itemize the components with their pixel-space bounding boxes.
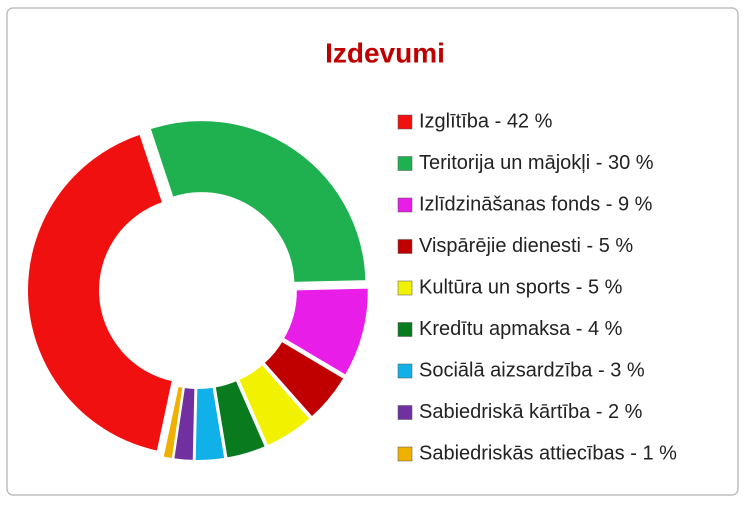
legend-label: Kredītu apmaksa - 4 % — [419, 318, 623, 340]
legend-swatch — [397, 363, 413, 379]
donut-slice — [262, 339, 346, 419]
legend-label: Teritorija un mājokļi - 30 % — [419, 152, 654, 174]
legend-swatch — [397, 280, 413, 296]
chart-title: Izdevumi — [325, 37, 445, 68]
legend-label: Sociālā aizsardzība - 3 % — [419, 359, 645, 381]
donut-slice — [26, 132, 175, 453]
legend-swatch — [397, 239, 413, 254]
legend-swatch — [397, 197, 413, 213]
legend-label: Vispārējie dienesti - 5 % — [419, 235, 633, 257]
legend-swatch — [397, 114, 413, 130]
legend-label: Izlīdzināšanas fonds - 9 % — [419, 193, 653, 215]
donut-slice — [213, 378, 268, 460]
donut-slice — [236, 362, 312, 448]
legend-swatch — [397, 156, 413, 171]
legend-label: Sabiedriskās attiecības - 1 % — [419, 442, 677, 464]
legend-label: Sabiedriskā kārtība - 2 % — [419, 401, 643, 423]
legend-swatch — [397, 446, 413, 462]
legend-swatch — [397, 322, 413, 337]
donut-slice — [281, 286, 370, 378]
legend-label: Kultūra un sports - 5 % — [419, 276, 623, 298]
donut-slice — [148, 119, 368, 284]
legend-swatch — [397, 405, 413, 420]
donut-slice — [161, 384, 185, 461]
legend-label: Izglītība - 42 % — [419, 110, 553, 132]
